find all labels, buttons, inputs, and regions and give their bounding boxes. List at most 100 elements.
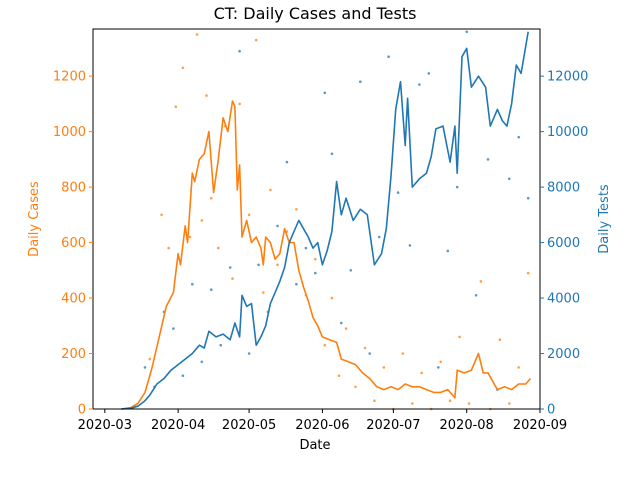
- cases-line: [121, 100, 532, 410]
- y-axis-left: 0 200 400 600 800 1000 1200: [53, 70, 93, 418]
- x-axis: 2020-03 2020-04 2020-05 2020-06 2020-07 2020-…: [78, 409, 567, 433]
- cases-point-12: [231, 277, 234, 280]
- cases-point-14: [247, 213, 251, 217]
- tests-point-31: [437, 366, 440, 369]
- tests-point-32: [446, 249, 450, 253]
- tests-point-21: [340, 321, 343, 325]
- cases-point-16: [262, 291, 265, 294]
- cases-point-44: [517, 366, 520, 369]
- x-axis-label: Date: [299, 438, 330, 453]
- cases-point-34: [420, 371, 424, 375]
- y-left-tick-label-3: 600: [61, 236, 86, 251]
- tests-point-24: [368, 352, 372, 355]
- cases-point-25: [337, 374, 341, 378]
- y-left-tick-label-6: 1200: [53, 70, 86, 85]
- cases-point-7: [200, 219, 204, 222]
- tests-point-27: [396, 191, 400, 194]
- tests-point-11: [247, 352, 251, 355]
- x-tick-label-1: 2020-04: [151, 418, 205, 433]
- tests-point-22: [349, 269, 353, 272]
- x-tick-label-4: 2020-07: [366, 418, 420, 433]
- tests-point-16: [295, 282, 298, 286]
- cases-point-40: [479, 280, 483, 283]
- tests-point-4: [181, 374, 185, 378]
- tests-point-7: [210, 288, 213, 292]
- y-left-tick-label-2: 400: [61, 292, 86, 307]
- tests-point-36: [486, 158, 490, 161]
- tests-point-33: [455, 185, 459, 189]
- tests-point-8: [219, 343, 222, 347]
- x-tick-label-0: 2020-03: [78, 418, 132, 433]
- cases-point-24: [330, 296, 334, 300]
- scatter-points: [143, 30, 530, 411]
- cases-point-2: [167, 246, 170, 250]
- cases-point-30: [382, 366, 386, 369]
- x-tick-label-3: 2020-06: [295, 418, 349, 433]
- cases-point-0: [148, 357, 152, 361]
- tests-point-34: [465, 30, 469, 34]
- chart-title: CT: Daily Cases and Tests: [214, 4, 417, 23]
- cases-point-43: [508, 402, 511, 405]
- tests-point-9: [228, 266, 232, 269]
- cases-point-28: [363, 346, 367, 350]
- cases-point-33: [411, 402, 414, 405]
- x-tick-label-6: 2020-09: [513, 418, 567, 433]
- y-axis-right: 0 2000 4000 6000 8000 10000 12000: [540, 70, 588, 418]
- cases-point-8: [205, 94, 208, 97]
- cases-point-37: [448, 399, 452, 403]
- cases-point-23: [323, 343, 327, 347]
- x-tick-label-5: 2020-08: [440, 418, 494, 433]
- tests-point-30: [427, 72, 431, 75]
- cases-point-32: [401, 352, 405, 355]
- y-right-tick-label-1: 2000: [547, 347, 580, 362]
- cases-point-39: [467, 402, 471, 405]
- cases-point-36: [439, 360, 443, 364]
- cases-point-3: [174, 105, 178, 108]
- tests-point-15: [285, 160, 289, 164]
- tests-point-14: [276, 224, 279, 228]
- y-left-tick-label-1: 200: [61, 347, 86, 362]
- cases-point-5: [188, 235, 192, 239]
- tests-point-29: [418, 83, 421, 86]
- tests-point-26: [387, 55, 390, 58]
- tests-point-38: [508, 177, 511, 181]
- cases-point-45: [526, 271, 530, 275]
- cases-point-20: [295, 208, 298, 211]
- tests-point-23: [359, 80, 362, 83]
- y-left-tick-label-0: 0: [78, 403, 86, 418]
- tests-point-6: [200, 360, 204, 364]
- y-right-tick-label-0: 0: [547, 403, 555, 418]
- cases-point-4: [181, 66, 185, 70]
- tests-line: [121, 31, 529, 410]
- y-axis-left-label: Daily Cases: [27, 181, 42, 257]
- cases-point-26: [344, 327, 348, 330]
- smoothed-lines: [121, 31, 532, 410]
- y-left-tick-label-4: 800: [61, 181, 86, 196]
- y-right-tick-label-2: 4000: [547, 292, 580, 307]
- tests-point-12: [257, 263, 260, 267]
- y-left-tick-label-5: 1000: [53, 125, 86, 140]
- cases-point-17: [269, 188, 272, 192]
- y-right-tick-label-4: 8000: [547, 181, 580, 196]
- cases-point-38: [458, 335, 461, 339]
- cases-point-6: [195, 33, 199, 36]
- y-right-tick-label-3: 6000: [547, 236, 580, 251]
- cases-point-18: [276, 263, 279, 267]
- tests-point-20: [330, 152, 334, 156]
- x-tick-label-2: 2020-05: [222, 418, 276, 433]
- tests-point-19: [323, 91, 327, 95]
- tests-point-5: [191, 282, 194, 286]
- cases-point-13: [238, 102, 241, 106]
- tests-point-40: [526, 196, 530, 200]
- y-right-tick-label-5: 10000: [547, 125, 588, 140]
- cases-point-29: [373, 399, 376, 403]
- tests-point-39: [517, 135, 520, 139]
- cases-point-10: [217, 246, 220, 250]
- cases-point-9: [210, 196, 213, 200]
- tests-point-10: [238, 49, 241, 53]
- tests-point-18: [314, 271, 317, 275]
- tests-point-35: [474, 294, 478, 297]
- y-right-tick-label-6: 12000: [547, 70, 588, 85]
- cases-point-15: [254, 38, 258, 42]
